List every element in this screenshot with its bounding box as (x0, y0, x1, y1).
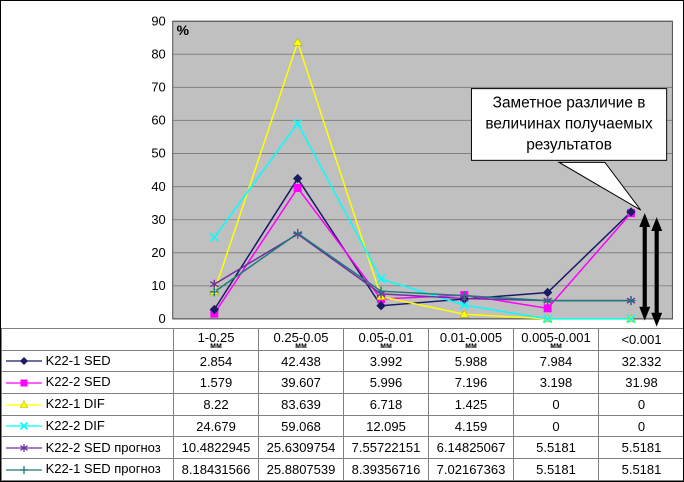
svg-text:90: 90 (151, 13, 165, 28)
svg-text:Заметное различие в: Заметное различие в (493, 95, 646, 112)
svg-text:20: 20 (151, 245, 165, 260)
svg-text:70: 70 (151, 80, 165, 95)
svg-text:40: 40 (151, 179, 165, 194)
svg-text:10: 10 (151, 278, 165, 293)
svg-text:результатов: результатов (526, 136, 612, 153)
svg-text:%: % (177, 22, 190, 38)
svg-text:величинах получаемых: величинах получаемых (485, 115, 653, 132)
svg-text:30: 30 (151, 212, 165, 227)
svg-text:50: 50 (151, 146, 165, 161)
svg-text:0: 0 (159, 311, 166, 326)
svg-text:80: 80 (151, 46, 165, 61)
svg-text:60: 60 (151, 113, 165, 128)
